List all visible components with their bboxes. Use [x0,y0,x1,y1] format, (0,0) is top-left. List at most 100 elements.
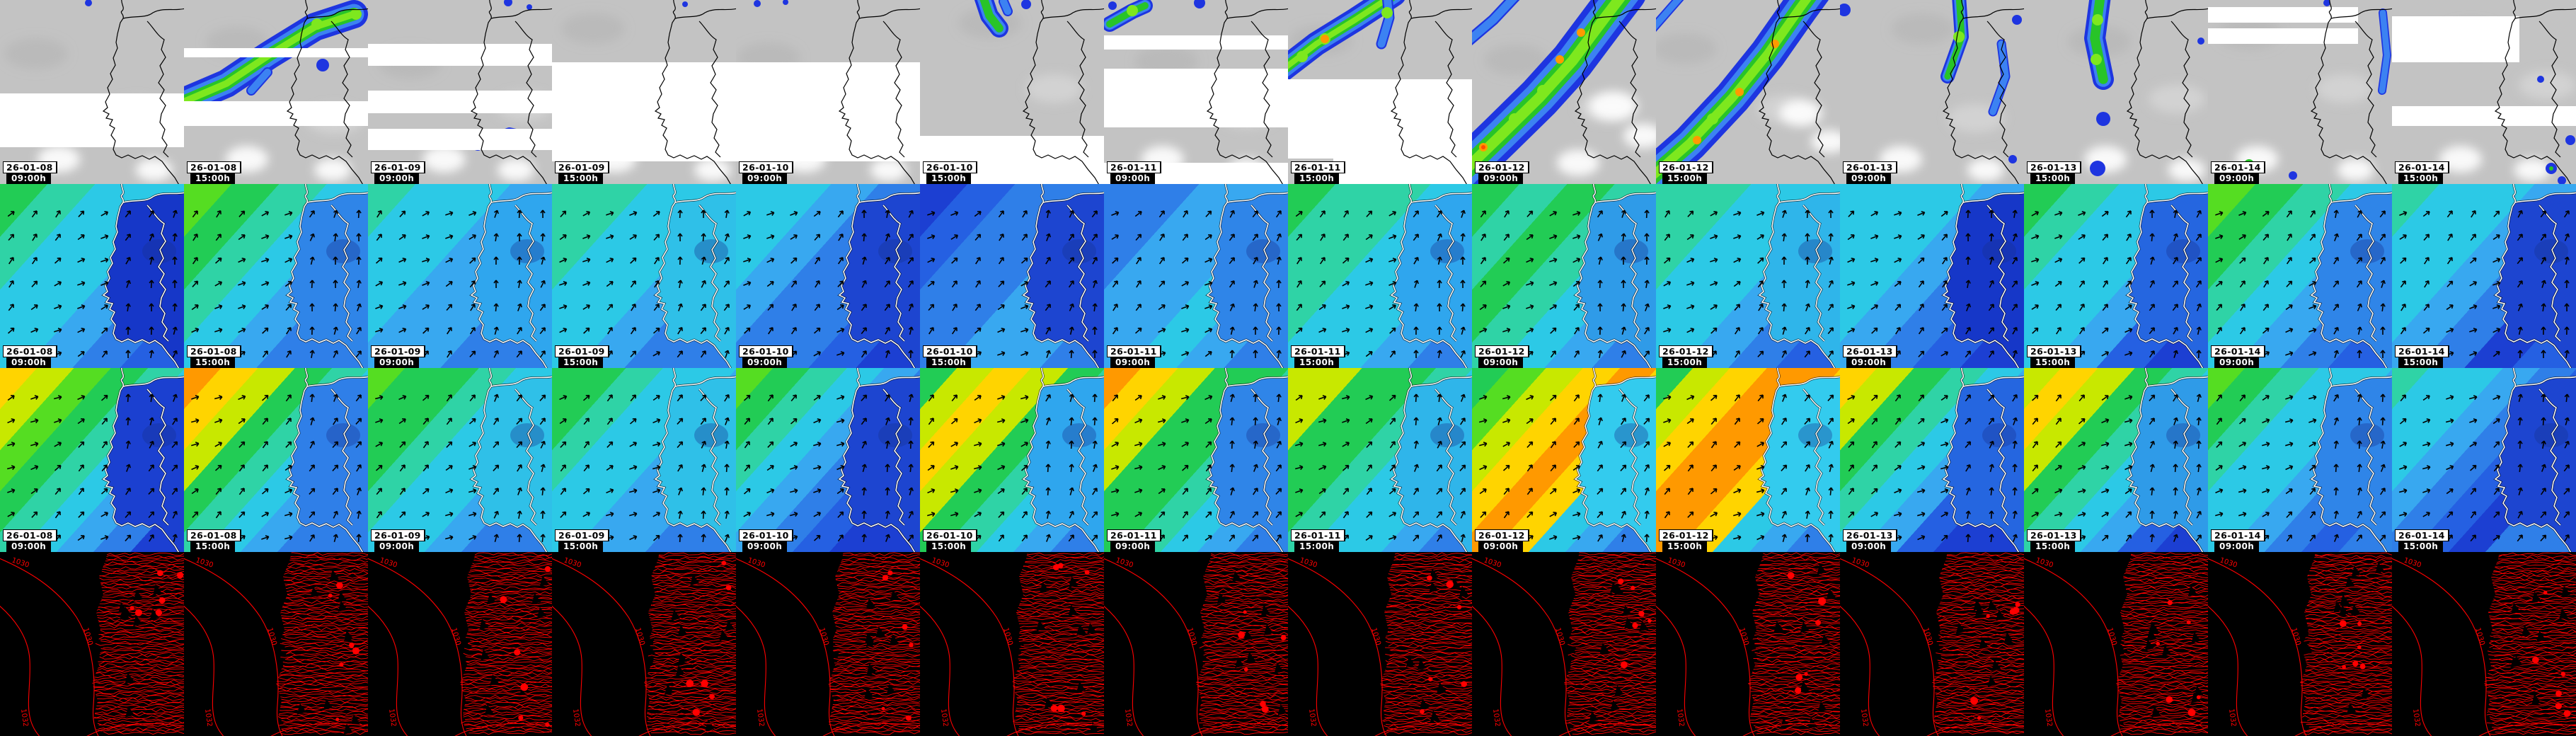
north-coast-path [306,192,368,203]
coastline-path [470,0,547,184]
coastline-path [654,0,731,184]
smooth-isobars [920,558,1104,736]
tile-time-label: 15:00h [2398,357,2444,368]
precipitation-echoes [2537,76,2575,184]
wind-arrows [2031,393,2202,543]
tile-date-label: 26-01-09 [371,161,425,173]
tile-wind2-col10: 26-01-12 15:00h [1656,368,1840,552]
land-area [655,368,736,552]
land-area [471,184,552,368]
north-coast-path [122,376,184,387]
tile-time-label: 09:00h [1846,173,1892,184]
precipitation-echoes [2084,0,2204,176]
tile-time-label: 15:00h [1662,173,1708,184]
tile-pressure-col7: 1030 1030 1032 [1104,552,1288,736]
tile-pressure-col13: 1030 1030 1032 [2208,552,2392,736]
border-path [146,21,169,158]
north-coast-path [1594,192,1656,203]
north-coast-path [2330,376,2392,387]
coastline-path [286,0,363,184]
coastline-path [470,184,548,368]
tile-time-label: 15:00h [2398,541,2444,552]
land-area [103,368,184,552]
north-coast-path [2146,8,2208,19]
dense-isobar-terrain [2293,552,2392,735]
tile-time-label: 09:00h [1846,541,1892,552]
north-coast-path [1410,192,1472,203]
wind-arrows [7,209,178,359]
coastline-path [1758,368,1836,552]
precipitation-echoes [1104,0,1205,32]
tile-time-label: 15:00h [926,541,972,552]
north-coast-path [674,376,736,387]
tile-wind2-col6: 26-01-10 15:00h [920,368,1104,552]
tile-date-label: 26-01-12 [1475,161,1529,173]
dense-isobar-terrain [821,552,920,735]
border-path [1250,21,1273,158]
tile-time-label: 09:00h [1478,541,1524,552]
pressure-map-background [184,552,368,736]
north-coast-path [1042,376,1104,387]
cloud-band [0,93,184,147]
pressure-contour-label: 1032 [19,708,29,728]
coastline-path [838,0,915,184]
cloud-band [2208,7,2358,23]
tile-wind1-col2: 26-01-08 15:00h [184,184,368,368]
tile-time-label: 09:00h [374,357,420,368]
tile-date-label: 26-01-08 [3,161,57,173]
tile-cloud-col9: 26-01-12 09:00h [1472,0,1656,184]
north-coast-path [1962,192,2024,203]
north-coast-path [1594,376,1656,387]
tile-wind1-col5: 26-01-10 09:00h [736,184,920,368]
land-area [839,184,920,368]
coastline-path [1574,0,1651,184]
coastline-path [2310,368,2388,552]
tile-pressure-col6: 1030 1030 1032 [920,552,1104,736]
north-coast-path [490,192,552,203]
wind-arrows [559,209,730,358]
tile-date-label: 26-01-14 [2211,161,2265,173]
cloud-band [184,48,368,57]
coastline-path [1758,0,1835,184]
coastline-path [654,368,732,552]
row-wind-gusts-map: 26-01-08 09:00h 26-01-08 15:00h 26-01-09 09:0… [0,368,2576,552]
tile-wind2-col4: 26-01-09 15:00h [552,368,736,552]
pressure-contour-label: 1032 [939,708,949,728]
coastline-path [2126,184,2204,368]
tile-time-label: 09:00h [6,541,52,552]
pressure-contour-label: 1032 [2043,708,2053,728]
tile-date-label: 26-01-10 [923,529,977,541]
north-coast-path [2514,192,2576,203]
tile-cloud-col11: 26-01-13 09:00h [1840,0,2024,184]
land-area [2127,368,2208,552]
cloud-band [2392,16,2519,62]
tile-wind2-col12: 26-01-13 15:00h [2024,368,2208,552]
tile-cloud-col5: 26-01-10 09:00h [736,0,920,184]
wind-arrows [1663,209,1834,358]
row-wind-speed-direction-map: 26-01-08 09:00h 26-01-08 15:00h 26-01-09 09:0… [0,184,2576,368]
land-area [103,184,184,368]
tile-cloud-col10: 26-01-12 15:00h [1656,0,1840,184]
tile-wind2-col8: 26-01-11 15:00h [1288,368,1472,552]
tile-wind2-col14: 26-01-14 15:00h [2392,368,2576,552]
cloud-band [184,101,368,126]
tile-time-label: 09:00h [2214,173,2260,184]
cloud-band [1104,35,1288,50]
tile-time-label: 15:00h [1662,541,1708,552]
coastline-path [1206,184,1284,368]
land-area [839,368,920,552]
coastline-path [1390,368,1468,552]
tile-date-label: 26-01-10 [739,529,793,541]
cloud-band [368,44,552,66]
tile-time-label: 15:00h [2030,357,2076,368]
cloud-soft-patches [1484,44,1656,176]
coastline-path [286,184,364,368]
pressure-map-background [1288,552,1472,736]
land-area [471,368,552,552]
north-coast-path [122,8,184,19]
tile-date-label: 26-01-14 [2211,529,2265,541]
land-area [1023,184,1104,368]
land-area [1943,184,2024,368]
land-area [2495,368,2576,552]
